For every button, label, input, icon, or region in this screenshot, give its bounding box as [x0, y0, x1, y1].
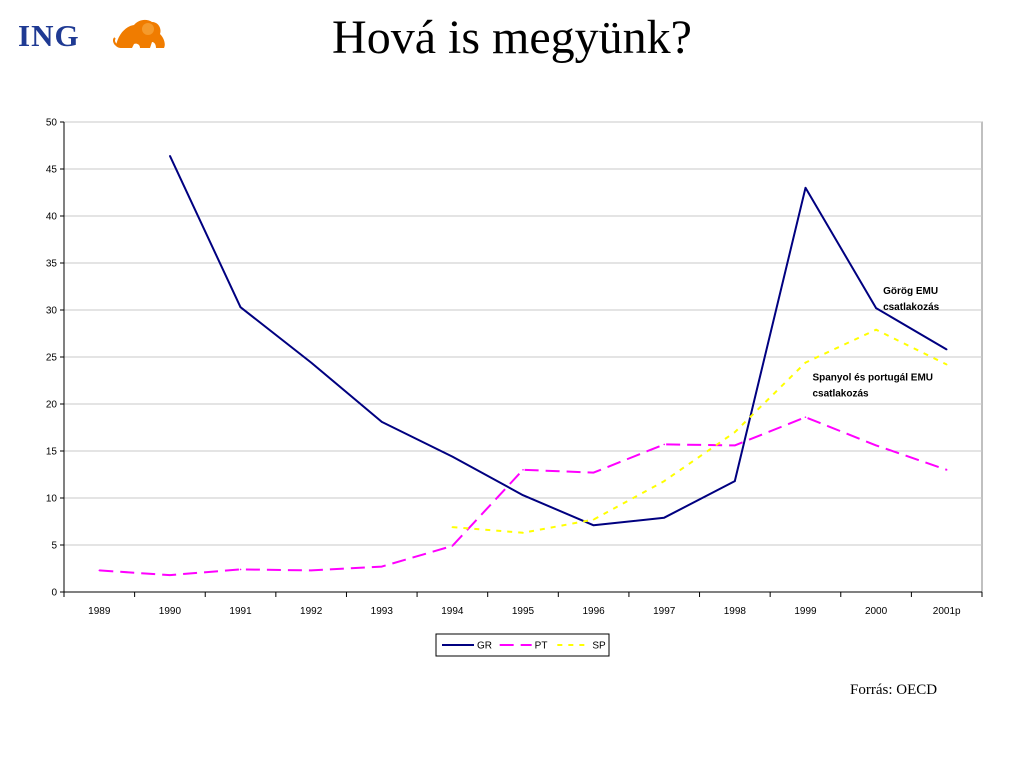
x-tick-label: 1996 — [582, 606, 605, 617]
data-point-sp — [804, 361, 807, 364]
legend-label: GR — [477, 641, 492, 652]
x-tick-label: 1994 — [441, 606, 464, 617]
data-point-gr — [804, 187, 807, 189]
data-point-sp — [875, 328, 877, 331]
data-point-pt — [663, 443, 666, 446]
data-point-pt — [239, 568, 242, 571]
annotation-text: csatlakozás — [883, 302, 940, 313]
series-line-sp — [452, 328, 948, 534]
x-tick-label: 1990 — [159, 606, 182, 617]
ing-logo: ING — [18, 16, 165, 56]
data-point-gr — [239, 306, 242, 308]
y-tick-label: 20 — [46, 400, 58, 411]
annotation-text: csatlakozás — [812, 389, 869, 400]
data-point-pt — [945, 469, 948, 471]
y-tick-label: 35 — [46, 259, 58, 270]
data-point-gr — [875, 307, 877, 309]
y-tick-label: 30 — [46, 306, 58, 317]
y-tick-label: 0 — [51, 588, 57, 599]
data-point-sp — [945, 363, 948, 366]
series-line-gr — [168, 155, 948, 527]
data-point-pt — [592, 471, 595, 474]
data-point-gr — [592, 524, 595, 527]
data-point-gr — [522, 494, 524, 496]
y-tick-label: 10 — [46, 494, 58, 505]
x-tick-label: 1997 — [653, 606, 676, 617]
legend-label: PT — [535, 641, 548, 652]
page-title: Hová is megyünk? — [332, 11, 692, 64]
source-note: Forrás: OECD — [850, 682, 938, 698]
data-point-pt — [875, 444, 877, 447]
data-point-gr — [451, 455, 454, 458]
legend-label: SP — [592, 641, 606, 652]
data-point-pt — [380, 565, 383, 568]
y-tick-label: 5 — [51, 541, 57, 552]
data-point-pt — [98, 569, 101, 572]
y-tick-label: 40 — [46, 212, 58, 223]
annotation-text: Spanyol és portugál EMU — [812, 373, 933, 384]
logo-text: ING — [18, 18, 80, 53]
data-point-pt — [169, 574, 171, 576]
x-tick-label: 1993 — [371, 606, 394, 617]
data-point-gr — [945, 348, 948, 351]
lion-icon — [113, 19, 165, 48]
data-point-gr — [310, 361, 312, 364]
x-tick-label: 1999 — [794, 606, 817, 617]
x-tick-label: 1995 — [512, 606, 535, 617]
x-tick-label: 1992 — [300, 606, 323, 617]
y-tick-label: 15 — [46, 447, 58, 458]
x-tick-label: 1991 — [229, 606, 252, 617]
data-point-pt — [804, 416, 807, 418]
data-point-gr — [734, 480, 736, 482]
data-point-gr — [169, 155, 171, 157]
x-tick-label: 1989 — [88, 606, 111, 617]
x-tick-label: 2001p — [933, 606, 961, 617]
x-tick-label: 1998 — [724, 606, 747, 617]
data-point-sp — [592, 518, 595, 521]
data-point-sp — [734, 431, 736, 434]
data-point-pt — [451, 545, 454, 547]
data-point-sp — [522, 531, 524, 534]
y-tick-label: 25 — [46, 353, 58, 364]
annotation-text: Görög EMU — [883, 286, 938, 297]
data-point-sp — [451, 526, 454, 528]
y-tick-label: 45 — [46, 165, 58, 176]
data-point-gr — [663, 516, 666, 519]
data-point-pt — [734, 444, 736, 447]
data-point-gr — [380, 421, 383, 423]
data-point-pt — [522, 469, 524, 471]
y-tick-label: 50 — [46, 118, 58, 129]
x-tick-label: 2000 — [865, 606, 888, 617]
data-point-sp — [663, 480, 666, 482]
data-point-pt — [310, 569, 312, 572]
